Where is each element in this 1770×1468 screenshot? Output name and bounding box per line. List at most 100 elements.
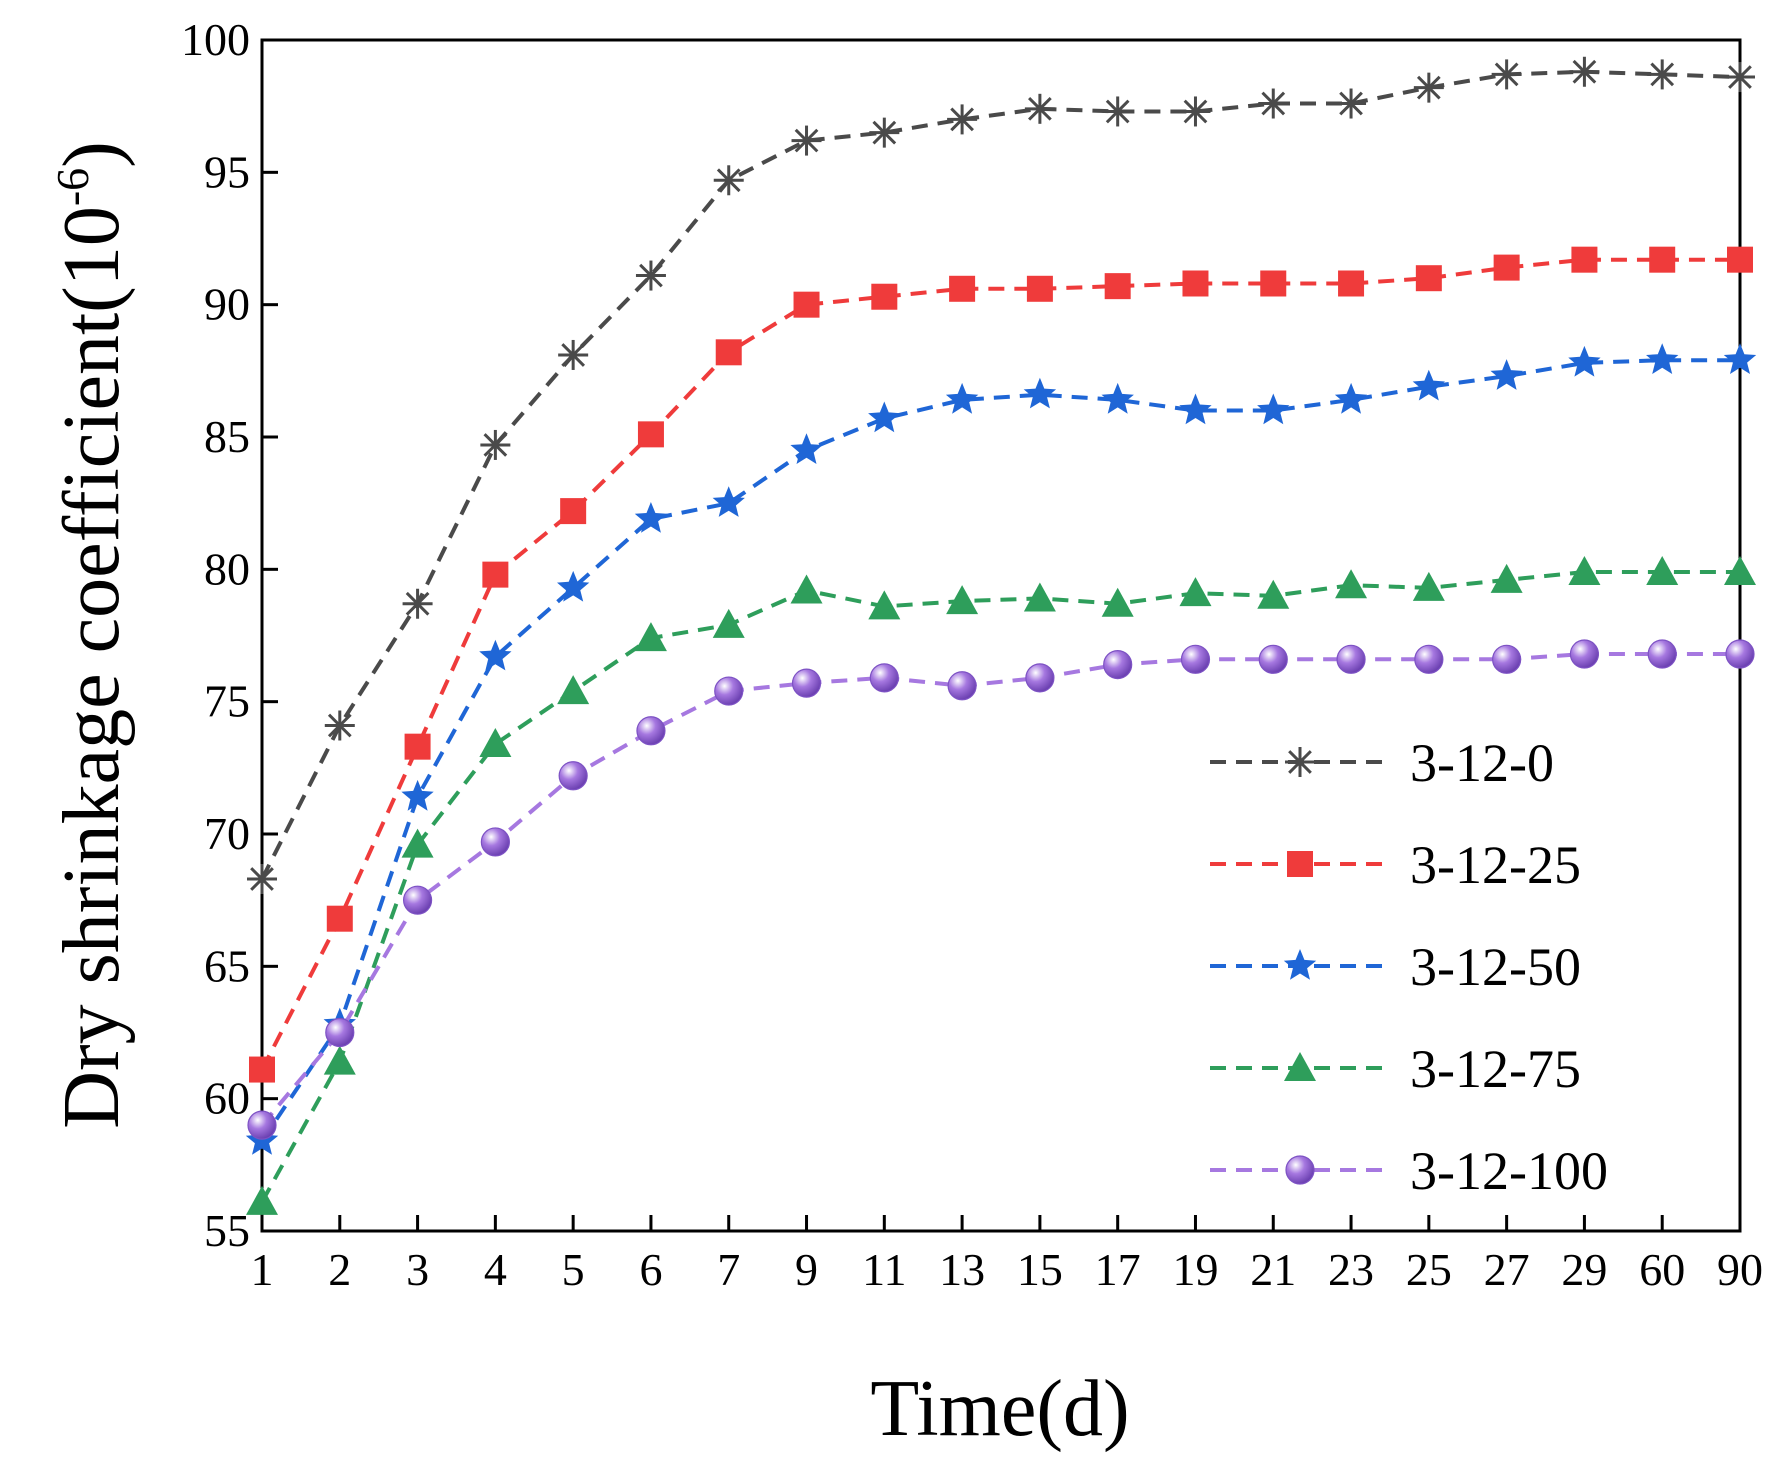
series-line xyxy=(260,570,1740,1203)
data-point xyxy=(1724,555,1756,585)
legend: 3-12-0 3-12-25 3-12-50 3-12-75 3-12-100 xyxy=(1210,733,1608,1201)
data-point xyxy=(1024,93,1055,124)
data-point xyxy=(1336,644,1366,674)
series-line xyxy=(260,69,1741,880)
series-3-12-25 xyxy=(249,246,1753,1083)
data-point xyxy=(1103,650,1133,680)
data-point xyxy=(868,590,901,620)
x-axis-title: Time(d) xyxy=(870,1365,1129,1453)
series-3-12-0 xyxy=(247,56,1755,894)
data-point xyxy=(1568,555,1601,585)
legend-marker xyxy=(1284,1052,1316,1081)
series-3-12-50 xyxy=(245,343,1757,1155)
plot-frame xyxy=(260,38,1742,1233)
data-point xyxy=(1571,246,1598,273)
legend-label: 3-12-100 xyxy=(1410,1141,1608,1201)
data-point xyxy=(871,283,898,310)
data-point xyxy=(713,165,744,196)
data-point xyxy=(868,401,901,433)
y-tick-label: 65 xyxy=(204,940,250,991)
data-point xyxy=(634,622,667,652)
series-3-12-100 xyxy=(247,639,1755,1140)
data-point xyxy=(714,676,744,706)
x-tick-label: 90 xyxy=(1717,1244,1763,1295)
data-point xyxy=(791,125,822,156)
data-point xyxy=(1493,254,1520,281)
data-point xyxy=(1179,577,1212,607)
y-tick-label: 80 xyxy=(204,543,250,594)
x-tick-label: 15 xyxy=(1017,1244,1063,1295)
data-point xyxy=(791,668,822,698)
data-point xyxy=(637,421,664,448)
data-point xyxy=(1647,59,1678,90)
y-axis-title-close: ) xyxy=(48,141,136,168)
data-point xyxy=(712,486,745,517)
data-point xyxy=(1026,275,1053,302)
y-tick-label: 75 xyxy=(204,676,250,727)
legend-item: 3-12-0 xyxy=(1210,733,1554,793)
x-tick-label: 60 xyxy=(1639,1244,1685,1295)
data-point xyxy=(1412,571,1445,601)
legend-item: 3-12-75 xyxy=(1210,1039,1581,1099)
data-point xyxy=(560,498,587,525)
data-point xyxy=(324,710,355,741)
x-axis: 1 2 3 4 5 6 7 9 11 13 15 17 19 21 23 25 27 29 60 90 xyxy=(251,1215,1763,1295)
y-tick-label: 90 xyxy=(204,279,250,330)
data-point xyxy=(479,728,512,758)
legend-item: 3-12-50 xyxy=(1210,937,1581,997)
x-tick-label: 27 xyxy=(1484,1244,1530,1295)
legend-item: 3-12-25 xyxy=(1210,835,1581,895)
data-point xyxy=(1334,382,1368,414)
data-point xyxy=(1258,644,1288,674)
data-point xyxy=(1257,579,1290,609)
data-point xyxy=(947,671,977,701)
data-point xyxy=(246,1185,278,1215)
x-tick-label: 3 xyxy=(406,1244,429,1295)
data-point xyxy=(1413,72,1444,103)
data-point xyxy=(1023,582,1056,612)
data-point xyxy=(1180,96,1211,127)
data-point xyxy=(946,585,979,615)
legend-marker xyxy=(1285,1155,1315,1185)
data-point xyxy=(1569,56,1600,87)
data-point xyxy=(247,863,277,894)
data-point xyxy=(1182,270,1209,297)
data-point xyxy=(1414,644,1444,674)
data-point xyxy=(1492,644,1522,674)
data-point xyxy=(1025,663,1055,693)
data-point xyxy=(479,639,512,671)
x-tick-label: 21 xyxy=(1250,1244,1296,1295)
data-point xyxy=(1179,393,1212,425)
data-point xyxy=(634,502,668,533)
data-point xyxy=(402,588,433,619)
data-point xyxy=(1568,345,1601,377)
data-point xyxy=(480,429,511,460)
data-point xyxy=(636,716,666,746)
legend-item: 3-12-100 xyxy=(1210,1141,1608,1201)
data-point xyxy=(869,663,899,693)
x-tick-label: 4 xyxy=(484,1244,507,1295)
data-point xyxy=(1258,88,1289,119)
legend-label: 3-12-50 xyxy=(1410,937,1581,997)
x-tick-label: 5 xyxy=(562,1244,585,1295)
data-point xyxy=(480,827,510,857)
data-point xyxy=(1725,639,1755,669)
series-layer xyxy=(245,56,1757,1215)
data-point xyxy=(1646,343,1679,374)
x-tick-label: 1 xyxy=(251,1244,274,1295)
y-axis-title-main: Dry shrinkage coefficient(10 xyxy=(48,206,136,1129)
data-point xyxy=(1338,270,1365,297)
data-point xyxy=(1180,644,1211,674)
data-point xyxy=(1727,246,1753,273)
legend-label: 3-12-75 xyxy=(1410,1039,1581,1099)
x-tick-label: 2 xyxy=(328,1244,351,1295)
legend-label: 3-12-25 xyxy=(1410,835,1581,895)
data-point xyxy=(712,608,745,638)
x-tick-label: 7 xyxy=(717,1244,740,1295)
y-tick-label: 60 xyxy=(204,1073,250,1124)
y-tick-label: 85 xyxy=(204,411,250,462)
data-point xyxy=(326,905,353,932)
data-point xyxy=(402,885,433,915)
